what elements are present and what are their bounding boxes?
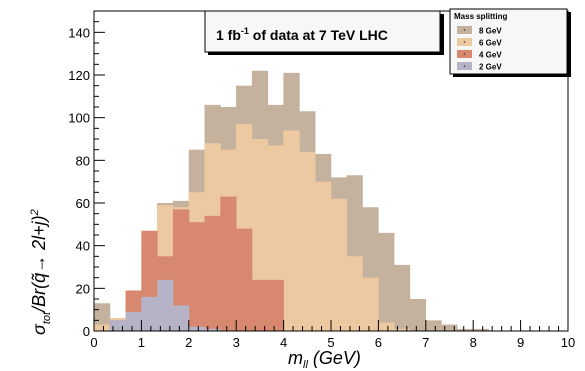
bar [393,328,411,331]
histogram-bars [94,70,490,332]
x-axis: 0 1 2 3 4 5 6 7 8 9 10 [90,320,575,350]
bar [267,279,284,331]
bar [330,198,348,331]
x-tick-label: 6 [375,335,382,350]
y-tick-label: 60 [76,196,90,211]
legend-label: 2 GeV [479,63,502,72]
bar [314,181,332,331]
bar [109,320,127,331]
annotation-text: 1 fb-1 of data at 7 TeV LHC [216,26,388,43]
bar [157,279,174,331]
legend-entry: 6 GeV [457,38,502,48]
x-tick-label: 2 [185,335,192,350]
bar [251,279,269,331]
bar [457,328,474,331]
y-axis: 0 20 40 60 80 100 120 140 [68,10,105,339]
y-axis-label: σtot/Br(q̃→ 2l+j)2 [29,209,53,335]
bar [204,328,221,331]
legend-label: 4 GeV [479,51,502,60]
bar [362,277,379,331]
x-tick-label: 9 [517,335,524,350]
bar [141,296,158,331]
legend-entry: 4 GeV [457,50,502,60]
x-tick-label: 3 [233,335,240,350]
bar [393,264,411,331]
bar [472,328,490,331]
bar [172,305,190,331]
bar [409,299,426,331]
bar [188,222,205,331]
legend-marker [463,29,466,31]
x-tick-label: 0 [90,335,97,350]
legend: Mass splitting 8 GeV 6 GeV 4 GeV 2 GeV [449,8,571,77]
bar [220,196,237,331]
x-tick-label: 1 [138,335,145,350]
bar [94,324,111,331]
bar [299,151,316,331]
y-tick-label: 140 [68,25,90,40]
bar [236,228,253,331]
bar [346,256,363,331]
legend-marker [463,65,466,67]
y-tick-label: 40 [76,239,90,254]
legend-title: Mass splitting [454,12,507,21]
legend-marker [463,41,466,43]
y-tick-label: 80 [76,153,90,168]
x-tick-label: 8 [470,335,477,350]
legend-label: 6 GeV [479,39,502,48]
bar [441,324,458,331]
bar [425,320,442,331]
x-tick-label: 7 [422,335,429,350]
bar [204,215,221,331]
x-tick-label: 4 [280,335,287,350]
legend-label: 8 GeV [479,27,502,36]
y-tick-label: 0 [83,324,90,339]
y-tick-label: 100 [68,111,90,126]
bar [188,326,205,331]
bar [378,232,395,331]
bar [283,130,300,331]
x-tick-label: 5 [327,335,334,350]
y-tick-label: 20 [76,281,90,296]
x-axis-label: mll (GeV) [288,348,361,371]
legend-marker [463,53,466,55]
legend-entry: 2 GeV [457,62,502,72]
legend-entry: 8 GeV [457,26,502,36]
bar [94,303,111,331]
bar [172,209,190,331]
bar [378,322,395,331]
series-4-gev [109,196,284,331]
x-tick-label: 10 [561,335,575,350]
bar [125,311,142,331]
y-tick-label: 120 [68,68,90,83]
series-2-gev [109,279,221,331]
annotation-banner: 1 fb-1 of data at 7 TeV LHC [204,10,444,55]
